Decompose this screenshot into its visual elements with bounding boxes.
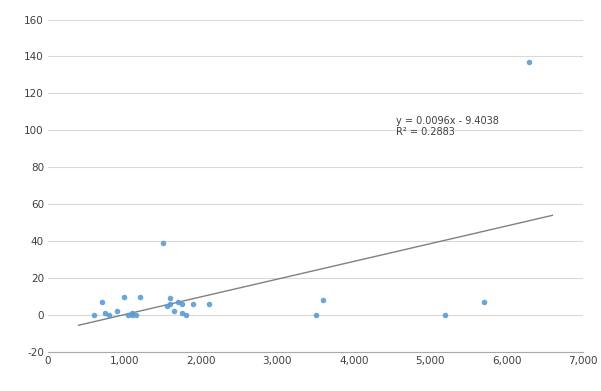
Point (173, 299, 183, 305)
Point (479, 299, 489, 305)
Point (131, 312, 141, 318)
Point (441, 312, 450, 318)
Point (89, 312, 99, 318)
Point (177, 301, 187, 307)
Point (181, 312, 191, 318)
Point (127, 310, 137, 316)
Point (158, 240, 168, 246)
Point (127, 312, 137, 318)
Point (165, 295, 175, 301)
Text: y = 0.0096x - 9.4038
R² = 0.2883: y = 0.0096x - 9.4038 R² = 0.2883 (395, 116, 499, 137)
Point (112, 308, 121, 314)
Point (124, 312, 133, 318)
Point (165, 301, 175, 307)
Point (120, 293, 129, 300)
Point (97, 299, 106, 305)
Point (105, 312, 114, 318)
Point (204, 301, 213, 307)
Point (319, 297, 328, 303)
Point (169, 308, 179, 314)
Point (525, 59, 534, 65)
Point (311, 312, 320, 318)
Point (162, 303, 171, 309)
Point (189, 301, 198, 307)
Point (177, 310, 187, 316)
Point (135, 293, 145, 300)
Point (100, 310, 110, 316)
